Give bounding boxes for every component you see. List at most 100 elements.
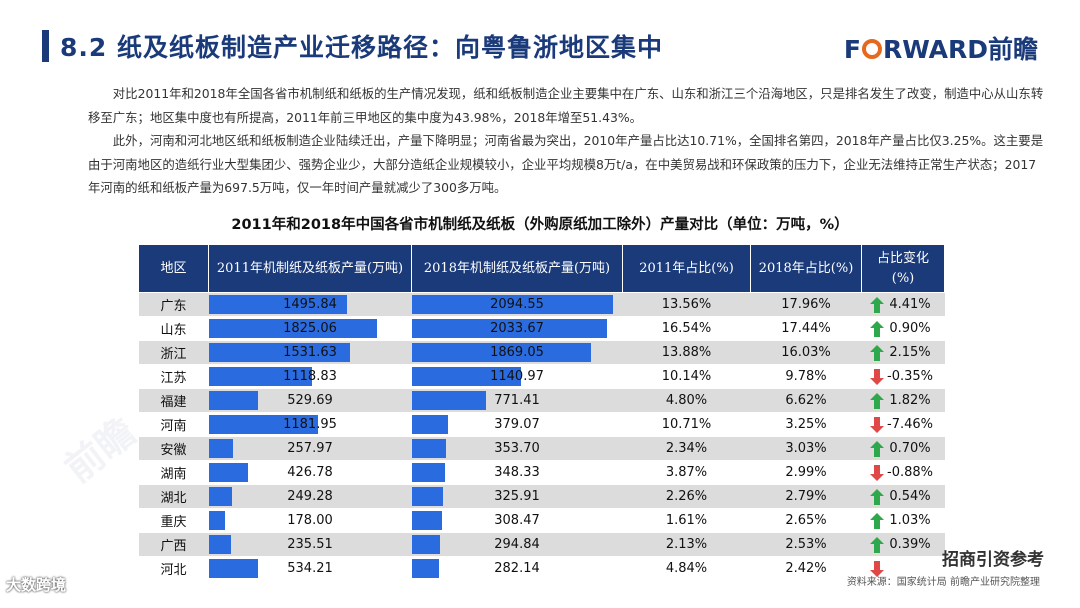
- output-2018-cell: 353.70: [411, 436, 623, 461]
- wechat-account-label: 招商引资参考: [942, 550, 1044, 570]
- share-2011-cell: 2.13%: [622, 532, 751, 557]
- output-2011-bar: [208, 487, 232, 506]
- output-2011-bar: [208, 319, 377, 338]
- output-2011-bar: [208, 295, 347, 314]
- share-2011-cell: 2.34%: [622, 436, 751, 461]
- output-2018-cell: 325.91: [411, 484, 623, 509]
- output-2011-cell: 1118.83: [208, 364, 412, 389]
- share-2018-cell: 2.42%: [750, 556, 862, 581]
- region-cell: 广西: [138, 532, 209, 557]
- output-2011-bar: [208, 559, 258, 578]
- region-cell: 安徽: [138, 436, 209, 461]
- output-2011-bar: [208, 511, 225, 530]
- output-2018-bar: [411, 535, 440, 554]
- output-2011-value: 1181.95: [283, 417, 337, 432]
- arrow-down-icon: [869, 369, 884, 385]
- output-2018-bar: [411, 439, 446, 458]
- share-2018-cell: 17.96%: [750, 292, 862, 317]
- share-change-cell: -7.46%: [861, 412, 945, 437]
- share-change-value: -7.46%: [887, 417, 933, 432]
- region-cell: 湖北: [138, 484, 209, 509]
- share-change-value: 4.41%: [889, 297, 931, 312]
- output-2018-value: 282.14: [494, 561, 540, 576]
- output-2011-cell: 257.97: [208, 436, 412, 461]
- output-2011-bar: [208, 367, 312, 386]
- share-change-value: -0.88%: [887, 465, 933, 480]
- share-change-cell: -0.88%: [861, 460, 945, 485]
- logo-text: RWARD前瞻: [882, 35, 1038, 64]
- share-change-value: 1.03%: [889, 513, 931, 528]
- output-2011-bar: [208, 415, 318, 434]
- page-title: 8.2 纸及纸板制造产业迁移路径：向粤鲁浙地区集中: [60, 33, 663, 62]
- share-2018-cell: 9.78%: [750, 364, 862, 389]
- share-change-cell: [861, 556, 945, 581]
- header-2018-output: 2018年机制纸及纸板产量(万吨): [411, 244, 623, 293]
- output-2011-value: 178.00: [287, 513, 333, 528]
- arrow-up-icon: [869, 489, 884, 505]
- arrow-up-icon: [869, 513, 884, 529]
- share-change-value: 0.39%: [889, 537, 931, 552]
- share-2018-cell: 6.62%: [750, 388, 862, 413]
- output-2018-cell: 1140.97: [411, 364, 623, 389]
- share-change-value: 1.82%: [889, 393, 931, 408]
- header-2018-share: 2018年占比(%): [750, 244, 862, 293]
- output-2011-cell: 249.28: [208, 484, 412, 509]
- share-change-cell: 0.39%: [861, 532, 945, 557]
- table-row: 安徽 257.97 353.70 2.34% 3.03% 0.70%: [138, 436, 945, 461]
- region-cell: 河南: [138, 412, 209, 437]
- output-2018-bar: [411, 319, 607, 338]
- table-row: 河北 534.21 282.14 4.84% 2.42%: [138, 556, 945, 581]
- output-2011-value: 529.69: [287, 393, 333, 408]
- bottom-left-watermark: 大数跨境: [6, 576, 67, 594]
- output-2018-value: 2094.55: [490, 297, 544, 312]
- header-2011-share: 2011年占比(%): [622, 244, 751, 293]
- output-2018-value: 1869.05: [490, 345, 544, 360]
- share-2018-cell: 2.99%: [750, 460, 862, 485]
- output-2018-bar: [411, 343, 591, 362]
- output-2018-cell: 348.33: [411, 460, 623, 485]
- output-2018-bar: [411, 415, 448, 434]
- share-change-value: 2.15%: [889, 345, 931, 360]
- output-2011-value: 235.51: [287, 537, 333, 552]
- table-row: 河南 1181.95 379.07 10.71% 3.25% -7.46%: [138, 412, 945, 437]
- share-2011-cell: 13.56%: [622, 292, 751, 317]
- share-2018-cell: 3.03%: [750, 436, 862, 461]
- output-2011-value: 257.97: [287, 441, 333, 456]
- region-cell: 山东: [138, 316, 209, 341]
- output-2018-cell: 282.14: [411, 556, 623, 581]
- share-2011-cell: 16.54%: [622, 316, 751, 341]
- arrow-up-icon: [869, 537, 884, 553]
- output-2011-cell: 1531.63: [208, 340, 412, 365]
- output-2018-bar: [411, 487, 443, 506]
- output-2011-cell: 529.69: [208, 388, 412, 413]
- share-change-cell: 0.70%: [861, 436, 945, 461]
- output-2018-value: 353.70: [494, 441, 540, 456]
- arrow-up-icon: [869, 297, 884, 313]
- output-2011-bar: [208, 391, 258, 410]
- output-2018-value: 325.91: [494, 489, 540, 504]
- output-2011-cell: 235.51: [208, 532, 412, 557]
- output-2018-bar: [411, 367, 521, 386]
- share-change-value: 0.54%: [889, 489, 931, 504]
- share-change-cell: 1.82%: [861, 388, 945, 413]
- output-2018-cell: 294.84: [411, 532, 623, 557]
- share-2018-cell: 16.03%: [750, 340, 862, 365]
- logo-letter-f: F: [843, 35, 861, 64]
- output-2011-bar: [208, 463, 248, 482]
- output-2011-value: 426.78: [287, 465, 333, 480]
- output-2018-cell: 1869.05: [411, 340, 623, 365]
- body-text: 对比2011年和2018年全国各省市机制纸和纸板的生产情况发现，纸和纸板制造企业…: [88, 82, 1048, 200]
- output-2011-value: 1531.63: [283, 345, 337, 360]
- share-2018-cell: 2.65%: [750, 508, 862, 533]
- share-2018-cell: 17.44%: [750, 316, 862, 341]
- output-2011-cell: 1495.84: [208, 292, 412, 317]
- header-2011-output: 2011年机制纸及纸板产量(万吨): [208, 244, 412, 293]
- output-2011-cell: 1181.95: [208, 412, 412, 437]
- table-row: 湖北 249.28 325.91 2.26% 2.79% 0.54%: [138, 484, 945, 509]
- output-2018-cell: 2094.55: [411, 292, 623, 317]
- share-2011-cell: 10.71%: [622, 412, 751, 437]
- share-change-value: 0.70%: [889, 441, 931, 456]
- output-2018-bar: [411, 463, 445, 482]
- output-2018-bar: [411, 511, 442, 530]
- logo-o-ring-icon: [861, 39, 882, 59]
